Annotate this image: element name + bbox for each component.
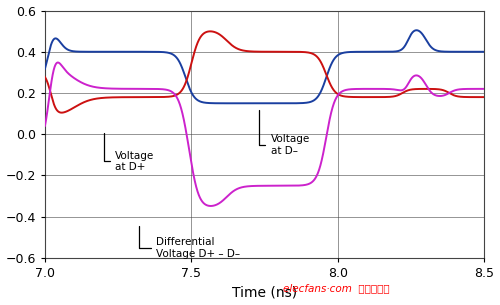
X-axis label: Time (ns): Time (ns): [232, 285, 298, 300]
Text: Differential
Voltage D+ – D–: Differential Voltage D+ – D–: [138, 226, 240, 259]
Text: elecfans·com  电子发烧友: elecfans·com 电子发烧友: [284, 283, 390, 293]
Text: Voltage
at D–: Voltage at D–: [259, 110, 310, 156]
Text: Voltage
at D+: Voltage at D+: [104, 133, 154, 172]
